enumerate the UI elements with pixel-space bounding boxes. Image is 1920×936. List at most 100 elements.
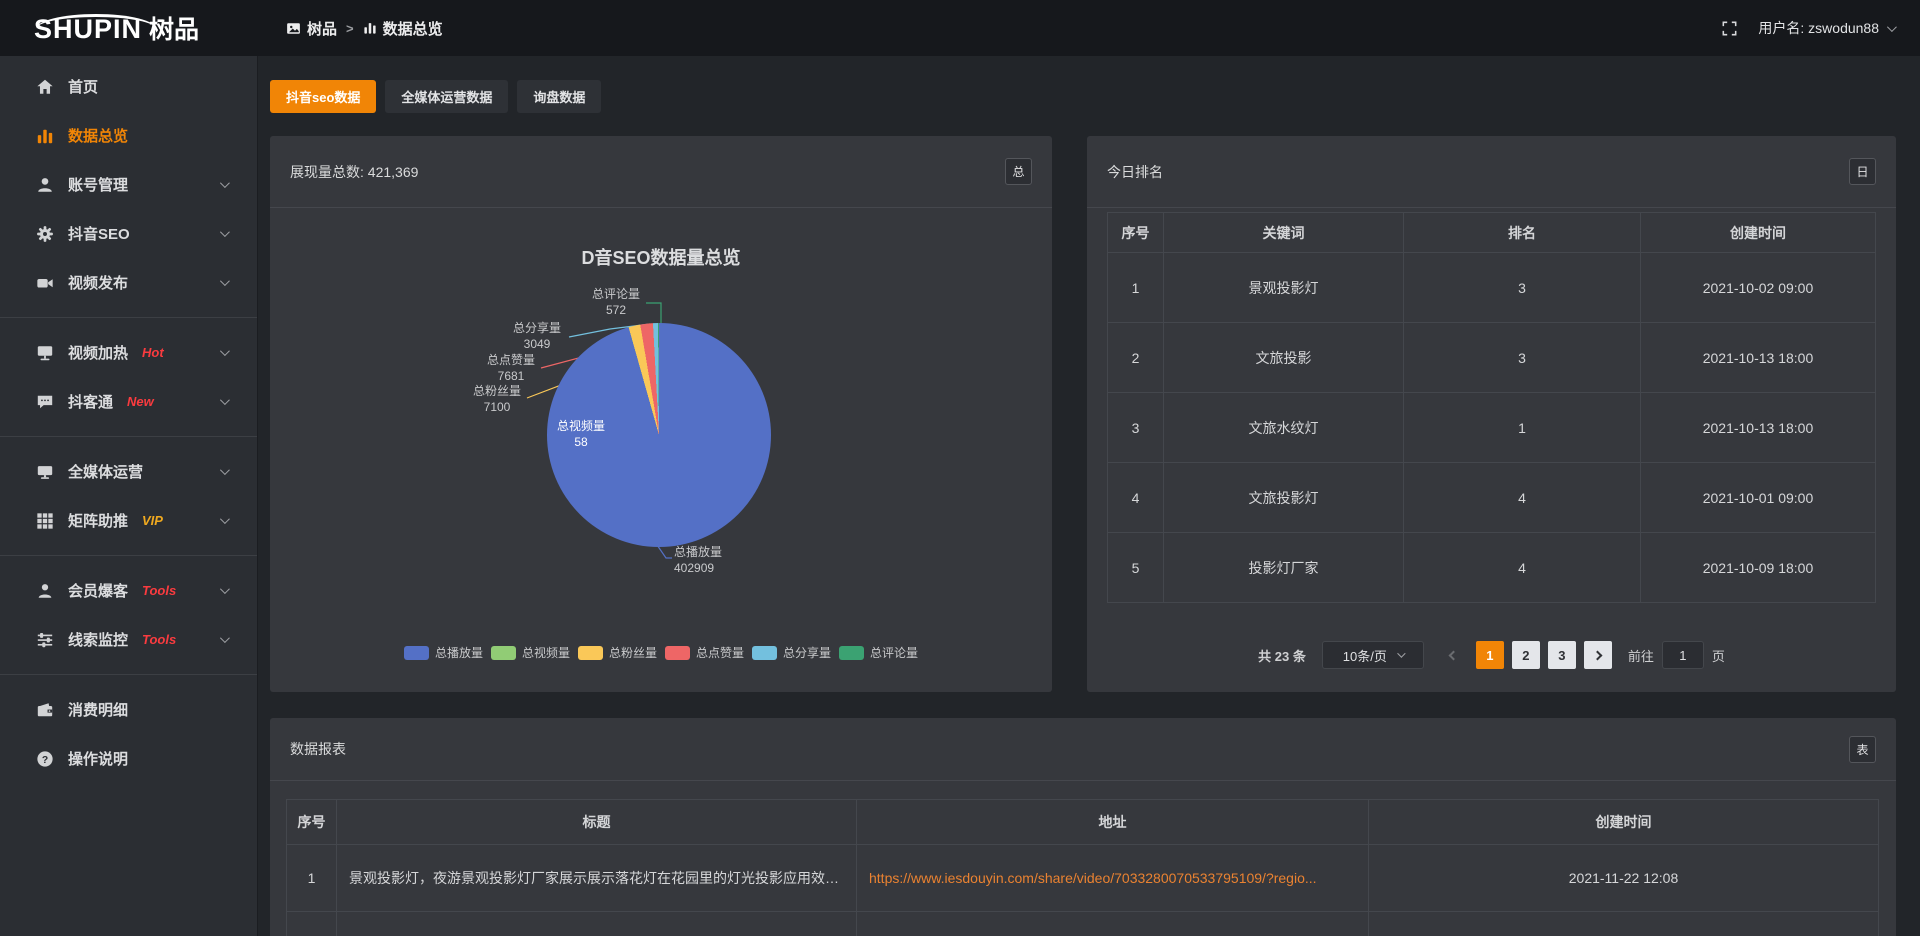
sidebar-item-media-ops[interactable]: 全媒体运营 <box>0 447 257 496</box>
pie-label-comments: 总评论量 572 <box>591 287 641 317</box>
day-toggle-button[interactable]: 日 <box>1849 158 1876 185</box>
sidebar-item-label: 抖客通 <box>68 394 114 411</box>
breadcrumb-current: 数据总览 <box>363 18 443 39</box>
prev-page-button[interactable] <box>1440 641 1468 669</box>
page-button-2[interactable]: 2 <box>1511 641 1540 669</box>
display-board-icon <box>36 344 54 362</box>
sidebar-item-label: 视频发布 <box>68 275 129 292</box>
ranking-table: 序号 关键词 排名 创建时间 1 景观投影灯 3 2021-10-02 09:0… <box>1107 212 1876 603</box>
page-button-1[interactable]: 1 <box>1475 641 1504 669</box>
sidebar-divider <box>0 674 257 675</box>
page-button-3[interactable]: 3 <box>1547 641 1576 669</box>
legend-item[interactable]: 总点赞量 <box>665 644 744 661</box>
breadcrumb-current-label: 数据总览 <box>382 20 443 38</box>
sidebar-item-label: 会员爆客 <box>68 583 129 600</box>
sidebar-item-member-blast[interactable]: 会员爆客 Tools <box>0 566 257 615</box>
legend-item[interactable]: 总分享量 <box>752 644 831 661</box>
column-header: 标题 <box>336 799 857 845</box>
hot-badge: Hot <box>142 345 164 360</box>
breadcrumb-root-label[interactable]: 树品 <box>307 20 338 38</box>
chevron-down-icon <box>219 633 230 644</box>
page-size-select[interactable]: 10条/页 <box>1321 641 1424 669</box>
today-ranking-panel: 今日排名 日 序号 关键词 排名 创建时间 1 景观投影灯 3 <box>1087 136 1896 692</box>
chevron-down-icon <box>219 276 230 287</box>
column-header: 创建时间 <box>1640 212 1876 253</box>
pie-label-shares: 总分享量 3049 <box>512 321 562 351</box>
image-icon <box>286 21 301 36</box>
table-row: 5 投影灯厂家 4 2021-10-09 18:00 <box>1107 532 1876 603</box>
impressions-panel: 展现量总数: 421,369 总 D音SEO数据量总览 总评论量 <box>270 136 1052 692</box>
sidebar-item-label: 消费明细 <box>68 702 129 719</box>
sidebar-item-matrix-boost[interactable]: 矩阵助推 VIP <box>0 496 257 545</box>
column-header: 排名 <box>1403 212 1641 253</box>
sidebar-item-label: 数据总览 <box>68 128 129 145</box>
data-source-tabs: 抖音seo数据 全媒体运营数据 询盘数据 <box>270 80 1896 113</box>
pie-label-plays: 总播放量 402909 <box>674 545 723 575</box>
vip-badge: VIP <box>142 513 163 528</box>
chevron-right-icon <box>1592 650 1603 660</box>
sidebar-item-video-publish[interactable]: 视频发布 <box>0 258 257 307</box>
user-menu[interactable]: 用户名: zswodun88 <box>1758 18 1897 38</box>
goto-page-input[interactable] <box>1661 641 1704 669</box>
sliders-icon <box>36 631 54 649</box>
video-camera-icon <box>36 274 54 292</box>
report-table: 序号 标题 地址 创建时间 1 景观投影灯，夜游景观投影灯厂家展示展示落花灯在花… <box>286 799 1879 936</box>
tab-douyin-seo-data[interactable]: 抖音seo数据 <box>270 80 377 113</box>
sidebar-item-label: 账号管理 <box>68 177 129 194</box>
goto-label: 前往 <box>1627 648 1654 664</box>
sidebar-item-help[interactable]: ? 操作说明 <box>0 734 257 783</box>
video-url-link[interactable]: https://www.iesdouyin.com/share/video/70… <box>856 844 1369 912</box>
username-label: 用户名: zswodun88 <box>1758 20 1879 36</box>
tab-inquiry-data[interactable]: 询盘数据 <box>517 80 602 113</box>
sidebar-item-douyin-seo[interactable]: 抖音SEO <box>0 209 257 258</box>
report-panel-title: 数据报表 <box>290 741 346 757</box>
breadcrumb: 树品 > 数据总览 <box>286 18 443 39</box>
table-toggle-button[interactable]: 表 <box>1849 735 1876 763</box>
sidebar-item-account[interactable]: 账号管理 <box>0 160 257 209</box>
legend-item[interactable]: 总播放量 <box>403 644 483 661</box>
pie-chart[interactable] <box>547 323 771 547</box>
video-title-cell: 景观投影灯，夜游景观投影灯厂家展示展示落花灯在花园里的灯光投影应用效果 # <box>336 844 857 912</box>
monitor-icon <box>36 463 54 481</box>
chevron-down-icon <box>219 584 230 595</box>
sidebar-item-video-heat[interactable]: 视频加热 Hot <box>0 328 257 377</box>
legend-item[interactable]: 总评论量 <box>839 644 918 661</box>
next-page-button[interactable] <box>1583 641 1612 669</box>
sidebar: 首页 数据总览 账号管理 抖音SEO 视频发布 视频加热 Hot <box>0 56 258 936</box>
table-row: 1 景观投影灯 3 2021-10-02 09:00 <box>1107 252 1876 323</box>
pie-label-videos: 总视频量 58 <box>556 419 606 449</box>
chevron-down-icon <box>219 227 230 238</box>
legend-item[interactable]: 总粉丝量 <box>577 644 657 661</box>
chevron-left-icon <box>1448 650 1459 660</box>
legend-item[interactable]: 总视频量 <box>490 644 570 661</box>
logo-text-cn: 树品 <box>149 16 200 44</box>
sidebar-item-label: 抖音SEO <box>68 226 130 243</box>
sidebar-item-home[interactable]: 首页 <box>0 62 257 111</box>
ranking-panel-title: 今日排名 <box>1107 163 1163 180</box>
gear-icon <box>36 225 54 243</box>
chat-bubble-icon <box>36 393 54 411</box>
sidebar-item-doukeТong[interactable]: 抖客通 New <box>0 377 257 426</box>
table-header-row: 序号 标题 地址 创建时间 <box>286 799 1879 845</box>
sidebar-item-data-overview[interactable]: 数据总览 <box>0 111 257 160</box>
sidebar-item-label: 全媒体运营 <box>68 464 144 481</box>
sidebar-divider <box>0 555 257 556</box>
table-row: 1 景观投影灯，夜游景观投影灯厂家展示展示落花灯在花园里的灯光投影应用效果 # … <box>286 844 1879 912</box>
sidebar-item-clue-monitor[interactable]: 线索监控 Tools <box>0 615 257 664</box>
breadcrumb-root[interactable]: 树品 <box>286 18 337 39</box>
tools-badge: Tools <box>142 632 177 647</box>
user-icon <box>36 176 54 194</box>
chart-title: D音SEO数据量总览 <box>581 248 741 268</box>
sidebar-divider <box>0 317 257 318</box>
total-toggle-button[interactable]: 总 <box>1005 158 1032 185</box>
tools-badge: Tools <box>142 583 177 598</box>
sidebar-item-consumption[interactable]: 消费明细 <box>0 685 257 734</box>
fullscreen-icon[interactable] <box>1721 20 1738 37</box>
goto-suffix: 页 <box>1711 648 1725 664</box>
wallet-icon <box>36 701 54 719</box>
person-icon <box>36 582 54 600</box>
chevron-down-icon <box>1886 21 1897 32</box>
tab-media-ops-data[interactable]: 全媒体运营数据 <box>385 80 509 113</box>
table-row <box>286 911 1879 936</box>
table-row: 4 文旅投影灯 4 2021-10-01 09:00 <box>1107 462 1876 533</box>
